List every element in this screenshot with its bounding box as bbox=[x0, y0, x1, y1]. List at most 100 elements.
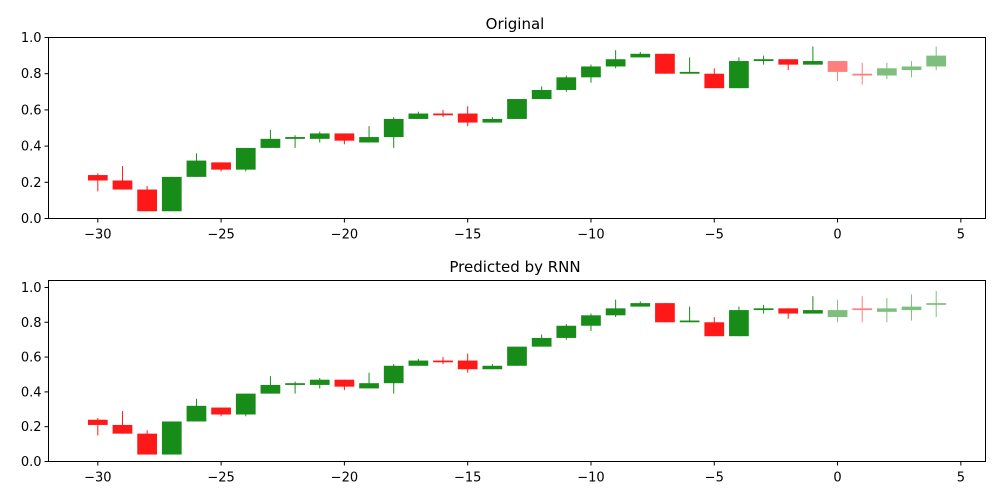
candle-body bbox=[383, 365, 404, 384]
candle bbox=[679, 57, 700, 74]
candle bbox=[852, 62, 873, 85]
x-tick-label: 0 bbox=[833, 228, 841, 243]
y-tick-label: 1.0 bbox=[21, 281, 42, 296]
candle bbox=[630, 51, 651, 58]
candle bbox=[137, 430, 157, 455]
candle bbox=[507, 346, 527, 366]
candle bbox=[556, 324, 577, 340]
x-tick-label: −20 bbox=[331, 228, 358, 243]
candle bbox=[753, 304, 774, 314]
candle-body bbox=[753, 59, 774, 62]
candle-body bbox=[112, 180, 133, 190]
candle bbox=[87, 417, 108, 436]
candle-body bbox=[211, 407, 231, 415]
candle-body bbox=[729, 310, 749, 337]
candle-body bbox=[285, 137, 305, 139]
candle bbox=[630, 301, 651, 307]
candle-body bbox=[433, 360, 453, 363]
x-tick-label: −30 bbox=[84, 471, 111, 486]
x-tick-label: −5 bbox=[705, 471, 724, 486]
candle-body bbox=[309, 133, 330, 139]
candle bbox=[581, 64, 601, 83]
candle bbox=[803, 296, 823, 314]
candle-body bbox=[334, 133, 355, 141]
candle-body bbox=[359, 137, 379, 143]
candle-body bbox=[877, 308, 897, 312]
candle bbox=[704, 68, 725, 89]
y-tick-label: 0.2 bbox=[21, 176, 42, 191]
candle-body bbox=[679, 71, 700, 74]
candle-body bbox=[186, 160, 207, 177]
x-tick-label: 0 bbox=[833, 471, 841, 486]
candle-body bbox=[605, 308, 626, 316]
candle-body bbox=[260, 384, 281, 394]
candle-body bbox=[137, 189, 157, 212]
x-tick-label: −15 bbox=[454, 228, 481, 243]
candle-body bbox=[137, 433, 157, 455]
candle-body bbox=[482, 365, 503, 370]
candle-body bbox=[507, 346, 527, 366]
candle bbox=[877, 297, 897, 323]
candle bbox=[901, 294, 922, 321]
x-tick-label: −10 bbox=[577, 228, 604, 243]
candle-body bbox=[531, 337, 552, 347]
candle bbox=[803, 46, 823, 65]
candle-body bbox=[556, 325, 577, 338]
candle bbox=[235, 393, 256, 417]
candle bbox=[235, 147, 256, 172]
candle bbox=[778, 308, 799, 319]
chart-predicted: Predicted by RNN 0.0 0.2 0.4 0.6 0.8 1.0 −30 −… bbox=[21, 258, 986, 486]
candle bbox=[926, 46, 947, 71]
candle-body bbox=[926, 303, 947, 305]
candle bbox=[161, 421, 182, 455]
candle bbox=[852, 296, 873, 323]
y-tick-label: 1.0 bbox=[21, 31, 42, 46]
candle bbox=[433, 109, 453, 118]
candle-body bbox=[630, 303, 651, 307]
candle-body bbox=[753, 308, 774, 311]
candle-body bbox=[87, 419, 108, 425]
candle bbox=[211, 162, 231, 172]
candle bbox=[112, 411, 133, 434]
candle-body bbox=[852, 73, 873, 76]
x-tick-label: −25 bbox=[207, 471, 234, 486]
chart-title: Predicted by RNN bbox=[449, 258, 580, 276]
candle bbox=[260, 376, 281, 394]
y-tick-label: 0.0 bbox=[21, 455, 42, 470]
x-tick-label: −5 bbox=[705, 228, 724, 243]
candle-body bbox=[556, 77, 577, 90]
y-tick-label: 0.0 bbox=[21, 212, 42, 227]
candle bbox=[531, 334, 552, 347]
candle-body bbox=[803, 310, 823, 314]
candle bbox=[605, 50, 626, 69]
candle bbox=[285, 135, 305, 148]
candle-body bbox=[729, 61, 749, 89]
candle-body bbox=[433, 113, 453, 116]
candle bbox=[926, 290, 947, 318]
candle-body bbox=[704, 322, 725, 337]
candle-body bbox=[778, 59, 799, 65]
candle bbox=[359, 372, 379, 389]
candle-body bbox=[457, 113, 478, 123]
candle-body bbox=[408, 360, 429, 366]
candle bbox=[186, 398, 207, 422]
candle-body bbox=[827, 310, 848, 318]
candle bbox=[877, 62, 897, 80]
y-tick-label: 0.4 bbox=[21, 140, 42, 155]
candle-body bbox=[926, 55, 947, 67]
candle-body bbox=[235, 147, 256, 170]
candle bbox=[704, 317, 725, 337]
candle-body bbox=[482, 118, 503, 123]
candle-body bbox=[457, 360, 478, 370]
x-tick-label: −25 bbox=[207, 228, 234, 243]
candle-body bbox=[186, 405, 207, 422]
candle-body bbox=[112, 424, 133, 434]
candle-body bbox=[655, 53, 675, 74]
candle bbox=[211, 407, 231, 417]
candle-body bbox=[309, 379, 330, 385]
candle bbox=[482, 364, 503, 370]
candle-body bbox=[877, 68, 897, 76]
candle-body bbox=[581, 315, 601, 326]
candle bbox=[457, 106, 478, 127]
x-tick-label: 5 bbox=[957, 471, 965, 486]
